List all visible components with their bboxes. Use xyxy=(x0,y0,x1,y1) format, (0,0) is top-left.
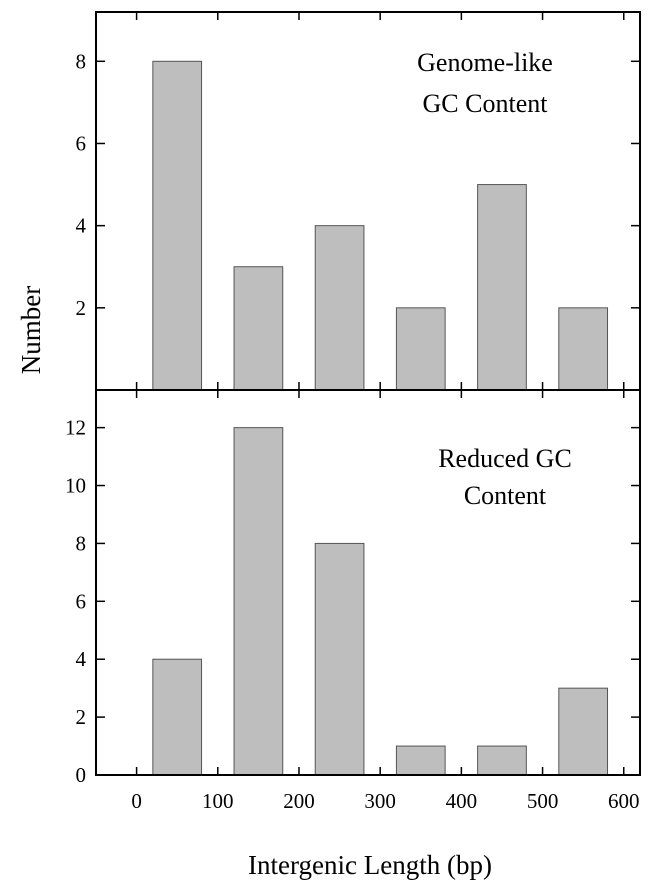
y-tick-label: 8 xyxy=(76,49,87,73)
panel-annotation: Reduced GC xyxy=(438,444,572,473)
bar xyxy=(395,307,446,391)
y-tick-label: 12 xyxy=(65,416,86,440)
x-tick-label: 300 xyxy=(364,789,396,813)
y-axis-title: Number xyxy=(16,286,46,374)
bar xyxy=(477,745,527,776)
x-tick-label: 400 xyxy=(446,789,478,813)
bar xyxy=(233,427,284,776)
bar xyxy=(395,745,446,776)
x-axis-ticks: 0 100 200 300 400 500 600 xyxy=(131,789,639,813)
bar xyxy=(314,542,365,776)
y-tick-label: 10 xyxy=(65,474,86,498)
y-tick-label: 4 xyxy=(76,647,87,671)
x-axis-title: Intergenic Length (bp) xyxy=(248,850,492,880)
plot-frame xyxy=(95,389,641,776)
y-tick-label: 8 xyxy=(76,531,87,555)
bar xyxy=(152,658,203,776)
x-tick-label: 100 xyxy=(202,789,234,813)
panel-annotation: Content xyxy=(464,481,547,510)
bar xyxy=(558,307,609,391)
y-tick-label: 0 xyxy=(76,763,87,787)
x-tick-label: 0 xyxy=(131,789,142,813)
x-tick-label: 200 xyxy=(283,789,315,813)
y-tick-label: 6 xyxy=(76,589,87,613)
y-tick-label: 2 xyxy=(76,296,87,320)
x-tick-label: 600 xyxy=(608,789,640,813)
x-tick-label: 500 xyxy=(527,789,559,813)
bar xyxy=(314,225,365,391)
top-panel: 2 4 6 8 Genome-like GC Content xyxy=(76,11,641,391)
bottom-panel: 0 2 4 6 8 10 12 Reduced GC Content xyxy=(65,389,641,787)
y-tick-label: 4 xyxy=(76,214,87,238)
bar xyxy=(233,266,284,391)
panel-annotation: GC Content xyxy=(423,89,549,118)
panel-annotation: Genome-like xyxy=(417,48,553,77)
bar xyxy=(558,687,609,776)
bar xyxy=(477,184,527,391)
bar xyxy=(152,60,203,391)
y-tick-label: 6 xyxy=(76,131,87,155)
y-tick-label: 2 xyxy=(76,705,87,729)
